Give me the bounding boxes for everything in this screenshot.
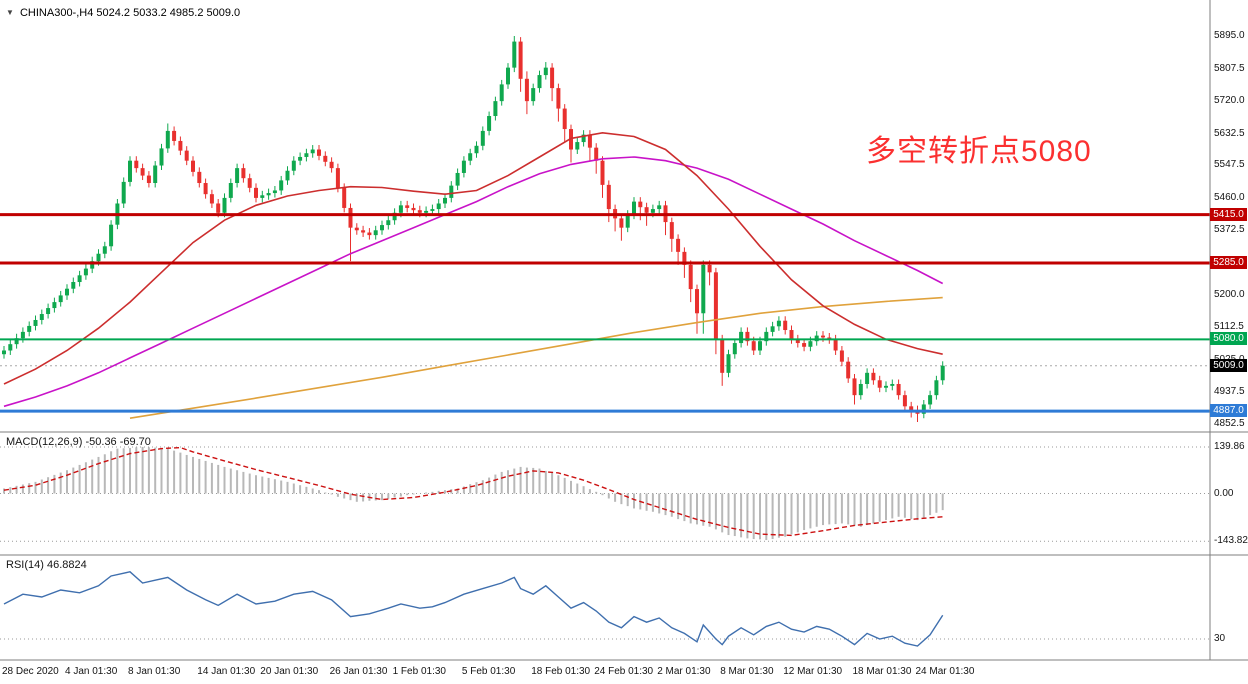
price-line-badge: 5415.0 bbox=[1210, 207, 1247, 221]
macd-scale-label: 139.86 bbox=[1214, 441, 1245, 452]
macd-scale-label: -143.82 bbox=[1214, 535, 1248, 547]
y-axis-tick: 5547.5 bbox=[1214, 159, 1245, 171]
x-axis-label: 1 Feb 01:30 bbox=[392, 666, 446, 677]
y-axis-tick: 5460.0 bbox=[1214, 191, 1245, 203]
y-axis-tick: 5895.0 bbox=[1214, 30, 1245, 41]
rsi-label: RSI(14) bbox=[6, 559, 44, 571]
x-axis-label: 28 Dec 2020 bbox=[2, 666, 59, 677]
macd-values: -50.36 -69.70 bbox=[85, 436, 151, 448]
symbol-name: CHINA300-,H4 bbox=[19, 7, 94, 19]
y-axis-tick: 5200.0 bbox=[1214, 288, 1245, 300]
y-axis-tick: 4852.5 bbox=[1214, 418, 1245, 429]
macd-label: MACD(12,26,9) bbox=[6, 436, 83, 448]
macd-scale-label: 0.00 bbox=[1214, 487, 1234, 499]
symbol-ohlc: 5024.2 5033.2 4985.2 5009.0 bbox=[96, 7, 241, 19]
y-axis-tick: 5112.5 bbox=[1214, 321, 1244, 333]
y-axis-tick: 5807.5 bbox=[1214, 62, 1245, 74]
x-axis-label: 18 Feb 01:30 bbox=[531, 666, 591, 677]
x-axis-label: 14 Jan 01:30 bbox=[197, 666, 256, 677]
y-axis-tick: 5632.5 bbox=[1214, 127, 1245, 139]
symbol-marker-icon: ▼ bbox=[6, 8, 14, 17]
x-axis-label: 5 Feb 01:30 bbox=[461, 666, 516, 677]
x-axis-label: 26 Jan 01:30 bbox=[329, 666, 388, 677]
y-axis-tick: 5720.0 bbox=[1214, 95, 1245, 107]
x-axis-label: 2 Mar 01:30 bbox=[657, 666, 711, 677]
x-axis-label: 8 Jan 01:30 bbox=[128, 666, 181, 677]
rsi-label-row: RSI(14) 46.8824 bbox=[6, 559, 87, 571]
rsi-level-label: 30 bbox=[1214, 633, 1226, 644]
macd-label-row: MACD(12,26,9) -50.36 -69.70 bbox=[6, 436, 151, 448]
current-price-badge: 5009.0 bbox=[1210, 358, 1247, 372]
price-line-badge: 5285.0 bbox=[1210, 256, 1247, 270]
x-axis-label: 12 Mar 01:30 bbox=[783, 666, 843, 677]
price-line-badge: 5080.0 bbox=[1210, 332, 1247, 346]
x-axis-label: 18 Mar 01:30 bbox=[852, 666, 912, 677]
x-axis-label: 4 Jan 01:30 bbox=[65, 666, 118, 677]
y-axis-tick: 4937.5 bbox=[1214, 386, 1245, 398]
x-axis-label: 8 Mar 01:30 bbox=[720, 666, 774, 677]
x-axis-label: 20 Jan 01:30 bbox=[260, 666, 319, 677]
price-line-badge: 4887.0 bbox=[1210, 404, 1247, 418]
x-axis-label: 24 Feb 01:30 bbox=[594, 666, 654, 677]
rsi-value: 46.8824 bbox=[46, 559, 87, 571]
x-axis-label: 24 Mar 01:30 bbox=[915, 666, 975, 677]
y-axis-tick: 5372.5 bbox=[1214, 224, 1245, 236]
symbol-info: ▼ CHINA300-,H4 5024.2 5033.2 4985.2 5009… bbox=[6, 7, 240, 19]
annotation-text: 多空转折点5080 bbox=[866, 135, 1092, 168]
